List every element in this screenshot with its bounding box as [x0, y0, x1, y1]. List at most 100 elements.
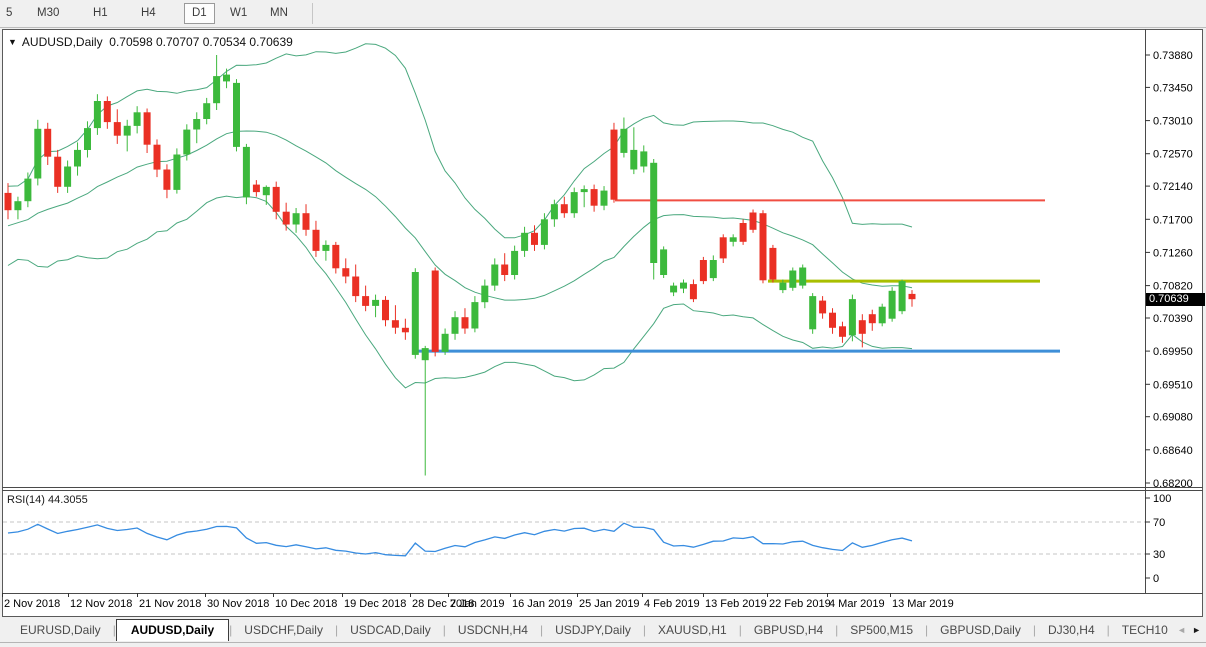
candle	[749, 209, 757, 233]
chart-tab-usdcad-daily[interactable]: USDCAD,Daily	[350, 623, 431, 637]
date-tick-label: 19 Dec 2018	[344, 598, 406, 610]
price-tick-label: 0.72140	[1153, 181, 1193, 193]
chart-tab-usdcnh-h4[interactable]: USDCNH,H4	[457, 623, 528, 637]
candle	[282, 202, 290, 231]
candle	[203, 97, 211, 125]
candle	[481, 279, 489, 309]
candle	[570, 187, 578, 218]
chart-tab-audusd-daily[interactable]: AUDUSD,Daily	[115, 619, 230, 641]
candle	[858, 314, 866, 348]
candle	[24, 172, 32, 208]
tab-scroll-right-icon[interactable]: ►	[1192, 625, 1201, 635]
timeframe-button-mn[interactable]: MN	[270, 7, 288, 19]
candle	[709, 255, 717, 282]
chart-tab-gbpusd-daily[interactable]: GBPUSD,Daily	[940, 623, 1021, 637]
rsi-tick-label: 70	[1153, 517, 1165, 529]
timeframe-button-h1[interactable]: H1	[93, 7, 108, 19]
timeframe-toolbar: 5 M30 H1 H4 D1 W1 MN	[0, 0, 1206, 28]
candle	[64, 160, 72, 193]
candle	[411, 268, 419, 359]
candle	[352, 264, 360, 303]
candle	[670, 282, 678, 297]
candle	[501, 253, 509, 282]
candle	[143, 108, 151, 153]
price-tick-label: 0.69510	[1153, 379, 1193, 391]
candle	[719, 234, 727, 263]
tab-separator: |	[112, 623, 116, 637]
candle	[799, 264, 807, 289]
tab-separator: |	[738, 623, 742, 637]
timeframe-button-5[interactable]: 5	[6, 7, 13, 19]
date-tick-label: 10 Dec 2018	[275, 598, 337, 610]
chart-window	[2, 29, 1203, 617]
candle	[183, 124, 191, 161]
candle	[74, 142, 81, 176]
price-tick-label: 0.73450	[1153, 82, 1193, 94]
rsi-tick-label: 0	[1153, 573, 1159, 585]
timeframe-button-m30[interactable]: M30	[37, 7, 60, 19]
tab-separator: |	[229, 623, 233, 637]
chart-tab-dj30-h4[interactable]: DJ30,H4	[1047, 623, 1095, 637]
candle	[133, 106, 141, 134]
date-tick-label: 12 Nov 2018	[70, 598, 132, 610]
candle	[630, 127, 638, 175]
candle	[620, 117, 628, 158]
candle	[699, 256, 707, 285]
tab-scroll-left-icon[interactable]: ◄	[1177, 625, 1187, 635]
rsi-layer	[3, 521, 1145, 557]
date-tick-label: 30 Nov 2018	[207, 598, 269, 610]
candle	[878, 303, 886, 327]
candle	[322, 240, 330, 261]
bollinger-upper-band	[7, 43, 913, 239]
candle	[54, 149, 62, 193]
candle	[342, 258, 350, 284]
price-tick-label: 0.69080	[1153, 412, 1193, 424]
chart-tab-eurusd-daily[interactable]: EURUSD,Daily	[20, 623, 101, 637]
status-strip	[0, 642, 1206, 647]
candle	[739, 219, 747, 245]
candle	[34, 119, 42, 186]
candle	[332, 241, 340, 274]
date-tick-label: 13 Mar 2019	[892, 598, 954, 610]
candle	[173, 148, 181, 194]
price-tick-label: 0.69950	[1153, 346, 1193, 358]
candle	[580, 185, 588, 208]
candle	[382, 296, 389, 327]
chart-tab-bar: EURUSD,Daily | AUDUSD,Daily | USDCHF,Daily | U…	[0, 619, 1206, 642]
timeframe-button-h4[interactable]: H4	[141, 7, 156, 19]
candle	[362, 285, 370, 312]
chart-tab-gbpusd-h4[interactable]: GBPUSD,H4	[753, 623, 824, 637]
date-tick-label: 4 Mar 2019	[829, 598, 885, 610]
candle	[193, 112, 201, 144]
bollinger-lower-band	[7, 195, 913, 389]
current-price-tag: 0.70639	[1146, 293, 1205, 306]
candle	[829, 308, 836, 334]
candle	[848, 294, 856, 342]
candle	[540, 213, 548, 250]
candle	[44, 122, 52, 165]
chart-title[interactable]: ▼ AUDUSD,Daily 0.70598 0.70707 0.70534 0.…	[8, 35, 293, 49]
candle	[789, 267, 797, 291]
tab-separator: |	[1032, 623, 1036, 637]
timeframe-button-d1[interactable]: D1	[184, 3, 215, 24]
candle	[729, 234, 737, 247]
chevron-down-icon[interactable]: ▼	[8, 37, 17, 47]
price-tick-label: 0.70820	[1153, 281, 1193, 293]
date-tick-label: 22 Feb 2019	[769, 598, 831, 610]
price-tick-label: 0.68640	[1153, 445, 1193, 457]
candle	[84, 121, 91, 158]
chart-tab-usdjpy-daily[interactable]: USDJPY,Daily	[555, 623, 631, 637]
candle	[600, 186, 608, 211]
chart-tab-sp500-m15[interactable]: SP500,M15	[850, 623, 914, 637]
chart-tab-usdchf-daily[interactable]: USDCHF,Daily	[244, 623, 323, 637]
candle	[471, 296, 479, 333]
candle	[233, 79, 240, 152]
candle	[223, 68, 230, 89]
candle	[461, 308, 469, 334]
candle	[531, 225, 538, 251]
candle	[401, 318, 409, 340]
timeframe-button-w1[interactable]: W1	[230, 7, 248, 19]
candle	[908, 290, 916, 307]
chart-tab-xauusd-h1[interactable]: XAUUSD,H1	[658, 623, 727, 637]
